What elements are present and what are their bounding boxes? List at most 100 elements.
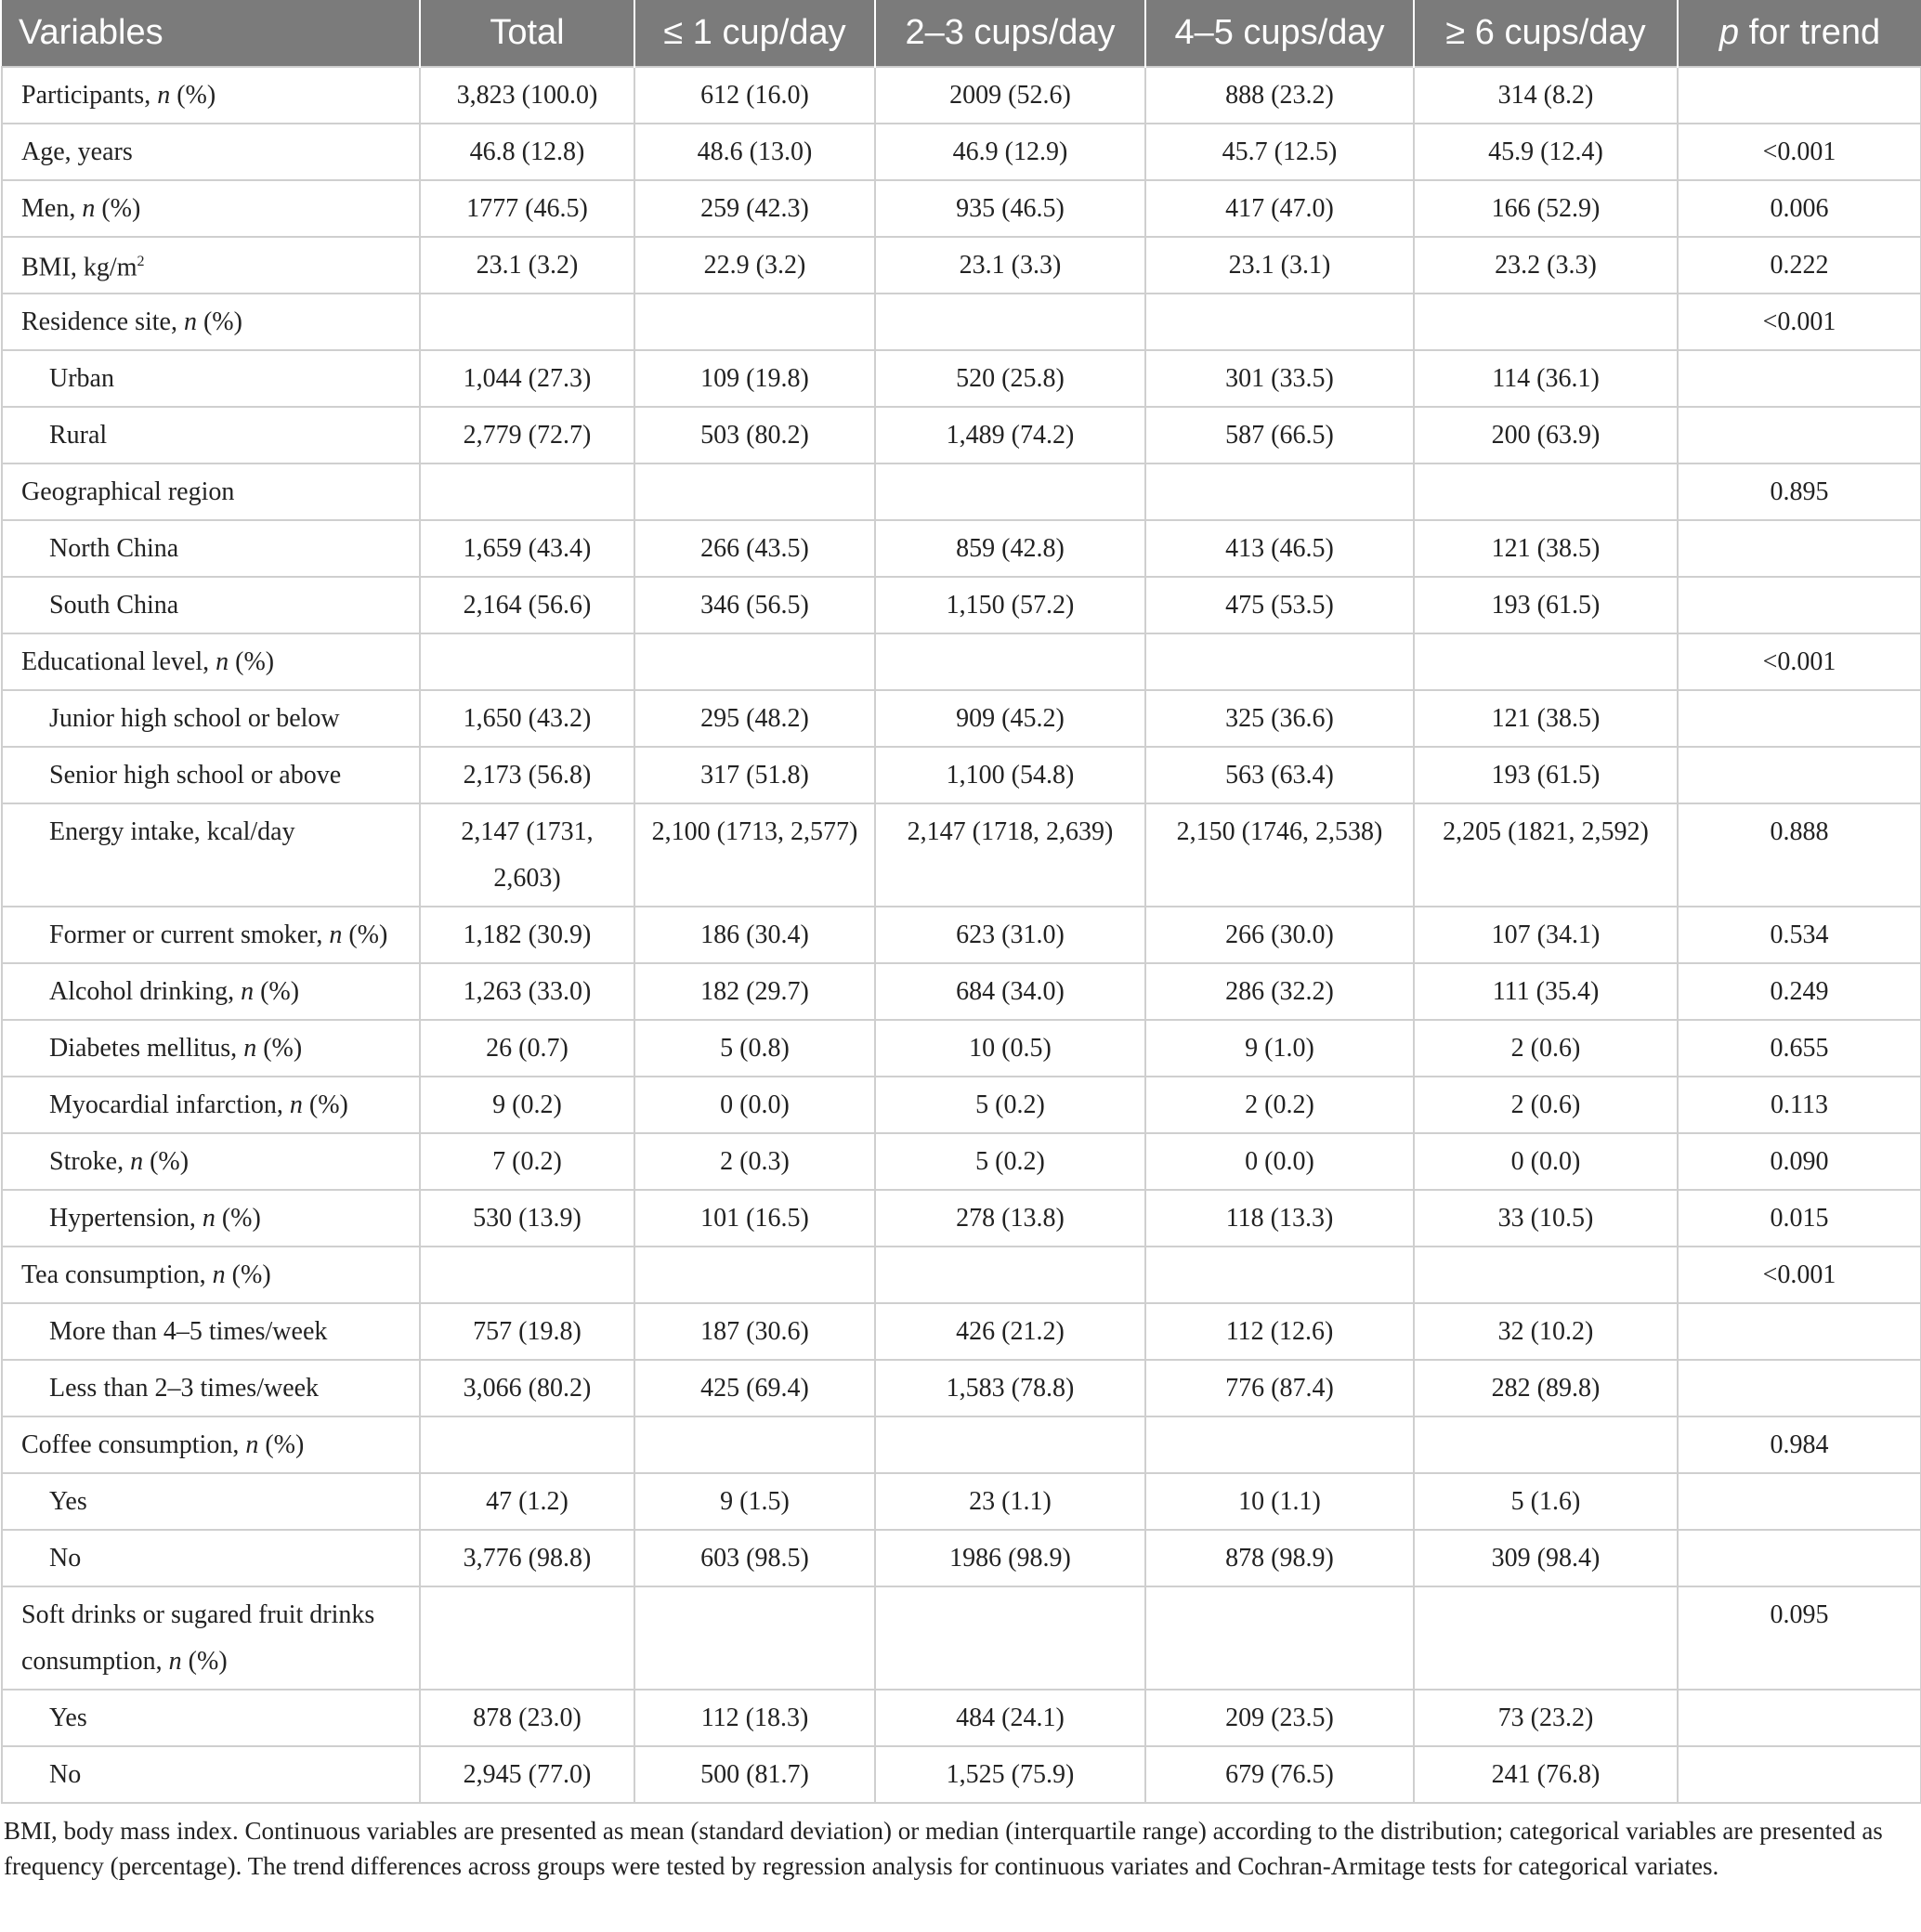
table-cell: 878 (23.0) <box>419 1689 635 1747</box>
table-cell <box>874 633 1146 691</box>
table-cell: 2,150 (1746, 2,538) <box>1144 803 1415 907</box>
table-cell: 121 (38.5) <box>1413 689 1679 748</box>
row-label: Junior high school or below <box>1 689 421 748</box>
italic-n: n <box>82 193 96 223</box>
table-cell <box>634 463 876 521</box>
table-cell: 325 (36.6) <box>1144 689 1415 748</box>
table-cell: 112 (18.3) <box>634 1689 876 1747</box>
italic-n: n <box>329 920 343 949</box>
table-cell: 2,945 (77.0) <box>419 1745 635 1804</box>
row-label: Rural <box>1 406 421 464</box>
table-row: Geographical region 0.895 <box>1 463 1921 521</box>
row-label: No <box>1 1529 421 1587</box>
table-cell: 1,150 (57.2) <box>874 576 1146 634</box>
table-row: Educational level, n (%) <0.001 <box>1 633 1921 691</box>
table-cell: 2,100 (1713, 2,577) <box>634 803 876 907</box>
italic-n: n <box>289 1090 303 1119</box>
table-cell: 623 (31.0) <box>874 906 1146 964</box>
table-cell: 859 (42.8) <box>874 519 1146 578</box>
table-cell <box>1677 1472 1921 1531</box>
table-cell: 241 (76.8) <box>1413 1745 1679 1804</box>
table-cell: 0.534 <box>1677 906 1921 964</box>
table-row: More than 4–5 times/week 757 (19.8) 187 (3… <box>1 1302 1921 1361</box>
italic-n: n <box>130 1146 144 1176</box>
table-cell <box>1413 1416 1679 1474</box>
row-label: Energy intake, kcal/day <box>1 803 421 907</box>
row-label: Residence site, n (%) <box>1 293 421 351</box>
table-cell: 47 (1.2) <box>419 1472 635 1531</box>
table-cell: 266 (30.0) <box>1144 906 1415 964</box>
table-cell: 23.1 (3.2) <box>419 236 635 294</box>
italic-n: n <box>216 646 229 676</box>
table-cell: 109 (19.8) <box>634 349 876 408</box>
table-cell: 282 (89.8) <box>1413 1359 1679 1417</box>
table-row: Senior high school or above 2,173 (56.8) 3… <box>1 746 1921 804</box>
table-cell: 187 (30.6) <box>634 1302 876 1361</box>
table-cell: 563 (63.4) <box>1144 746 1415 804</box>
table-cell: 46.9 (12.9) <box>874 123 1146 181</box>
italic-n: n <box>245 1429 259 1459</box>
table-cell: 475 (53.5) <box>1144 576 1415 634</box>
table-cell: 603 (98.5) <box>634 1529 876 1587</box>
table-cell: 45.9 (12.4) <box>1413 123 1679 181</box>
table-cell: 5 (0.2) <box>874 1076 1146 1134</box>
table-cell <box>419 1416 635 1474</box>
table-cell: 0.113 <box>1677 1076 1921 1134</box>
table-cell: 0.249 <box>1677 962 1921 1021</box>
table-cell: 0.015 <box>1677 1189 1921 1247</box>
table-cell: 7 (0.2) <box>419 1132 635 1191</box>
table-cell: 193 (61.5) <box>1413 576 1679 634</box>
table-cell: 2,173 (56.8) <box>419 746 635 804</box>
table-cell: 0.006 <box>1677 179 1921 238</box>
table-cell: 1,650 (43.2) <box>419 689 635 748</box>
table-cell: 612 (16.0) <box>634 66 876 124</box>
table-row: Less than 2–3 times/week 3,066 (80.2) 425 … <box>1 1359 1921 1417</box>
table-cell <box>634 1416 876 1474</box>
table-cell <box>874 1416 1146 1474</box>
table-cell: 317 (51.8) <box>634 746 876 804</box>
table-cell: 425 (69.4) <box>634 1359 876 1417</box>
table-cell: 530 (13.9) <box>419 1189 635 1247</box>
table-row: Tea consumption, n (%) <0.001 <box>1 1246 1921 1304</box>
italic-n: n <box>202 1203 216 1233</box>
table-cell <box>1413 1586 1679 1690</box>
table-cell <box>1144 1586 1415 1690</box>
table-row: Residence site, n (%) <0.001 <box>1 293 1921 351</box>
table-cell: 1,659 (43.4) <box>419 519 635 578</box>
table-cell: 107 (34.1) <box>1413 906 1679 964</box>
table-cell: 2 (0.3) <box>634 1132 876 1191</box>
table-cell <box>419 1246 635 1304</box>
row-label: Soft drinks or sugared fruit drinks cons… <box>1 1586 421 1690</box>
row-label: Alcohol drinking, n (%) <box>1 962 421 1021</box>
table-cell: 101 (16.5) <box>634 1189 876 1247</box>
table-cell: 26 (0.7) <box>419 1019 635 1077</box>
table-cell: <0.001 <box>1677 123 1921 181</box>
table-cell <box>874 463 1146 521</box>
table-row: Age, years 46.8 (12.8) 48.6 (13.0) 46.9 (12… <box>1 123 1921 181</box>
table-row: South China 2,164 (56.6) 346 (56.5) 1,150 (… <box>1 576 1921 634</box>
table-cell: 1,263 (33.0) <box>419 962 635 1021</box>
table-row: BMI, kg/m2 23.1 (3.2) 22.9 (3.2) 23.1 (3.3)… <box>1 236 1921 294</box>
row-label: North China <box>1 519 421 578</box>
row-label: Diabetes mellitus, n (%) <box>1 1019 421 1077</box>
table-cell: 2 (0.6) <box>1413 1019 1679 1077</box>
table-cell: 426 (21.2) <box>874 1302 1146 1361</box>
table-cell: 1,182 (30.9) <box>419 906 635 964</box>
table-cell <box>419 293 635 351</box>
table-cell: 23.1 (3.1) <box>1144 236 1415 294</box>
table-cell: 520 (25.8) <box>874 349 1146 408</box>
table-row: No 2,945 (77.0) 500 (81.7) 1,525 (75.9) 679 … <box>1 1745 1921 1804</box>
table-cell: 0.222 <box>1677 236 1921 294</box>
table-cell <box>1677 746 1921 804</box>
table-cell <box>1413 293 1679 351</box>
table-cell: 346 (56.5) <box>634 576 876 634</box>
table-cell <box>1144 1416 1415 1474</box>
table-cell: 0.090 <box>1677 1132 1921 1191</box>
p-letter: p <box>1718 13 1740 52</box>
table-cell <box>634 293 876 351</box>
table-cell: 1777 (46.5) <box>419 179 635 238</box>
row-label: Yes <box>1 1689 421 1747</box>
italic-n: n <box>183 307 197 336</box>
characteristics-table: Variables Total ≤ 1 cup/day 2–3 cups/day… <box>1 0 1921 1804</box>
table-cell: 878 (98.9) <box>1144 1529 1415 1587</box>
